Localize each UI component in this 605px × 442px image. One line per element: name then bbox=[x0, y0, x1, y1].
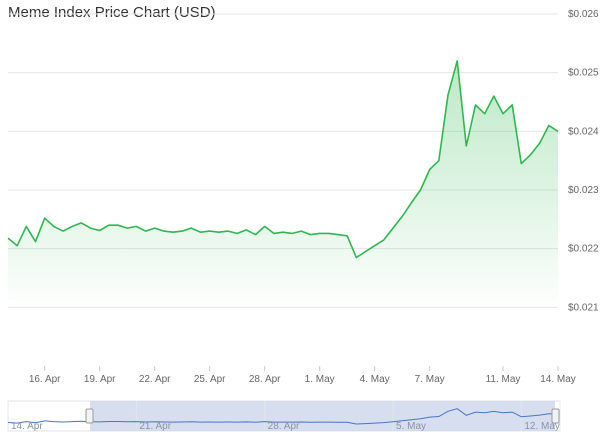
y-tick-label: $0.024 bbox=[568, 126, 599, 137]
navigator[interactable]: 14. Apr 21. Apr 28. Apr 5. May 12. May bbox=[8, 401, 560, 432]
x-tick-label: 22. Apr bbox=[139, 374, 171, 385]
x-tick-label: 7. May bbox=[415, 374, 445, 385]
y-tick-label: $0.021 bbox=[568, 302, 599, 313]
navigator-tick-label: 28. Apr bbox=[268, 421, 300, 432]
y-tick-label: $0.023 bbox=[568, 185, 599, 196]
y-tick-label: $0.025 bbox=[568, 68, 599, 79]
navigator-tick-label: 5. May bbox=[396, 421, 426, 432]
price-area bbox=[8, 61, 558, 300]
x-tick-label: 25. Apr bbox=[194, 374, 226, 385]
navigator-handle-left[interactable] bbox=[86, 409, 93, 423]
x-tick-label: 16. Apr bbox=[29, 374, 61, 385]
x-tick-label: 28. Apr bbox=[249, 374, 281, 385]
navigator-handle-right[interactable] bbox=[552, 409, 559, 423]
x-tick-label: 14. May bbox=[540, 374, 576, 385]
navigator-tick-label: 21. Apr bbox=[139, 421, 171, 432]
navigator-tick-label: 14. Apr bbox=[11, 421, 43, 432]
x-tick-label: 1. May bbox=[305, 374, 335, 385]
x-tick-label: 19. Apr bbox=[84, 374, 116, 385]
y-tick-label: $0.026 bbox=[568, 9, 599, 20]
x-tick-label: 4. May bbox=[360, 374, 390, 385]
x-tick-label: 11. May bbox=[486, 374, 521, 385]
y-tick-label: $0.022 bbox=[568, 244, 599, 255]
